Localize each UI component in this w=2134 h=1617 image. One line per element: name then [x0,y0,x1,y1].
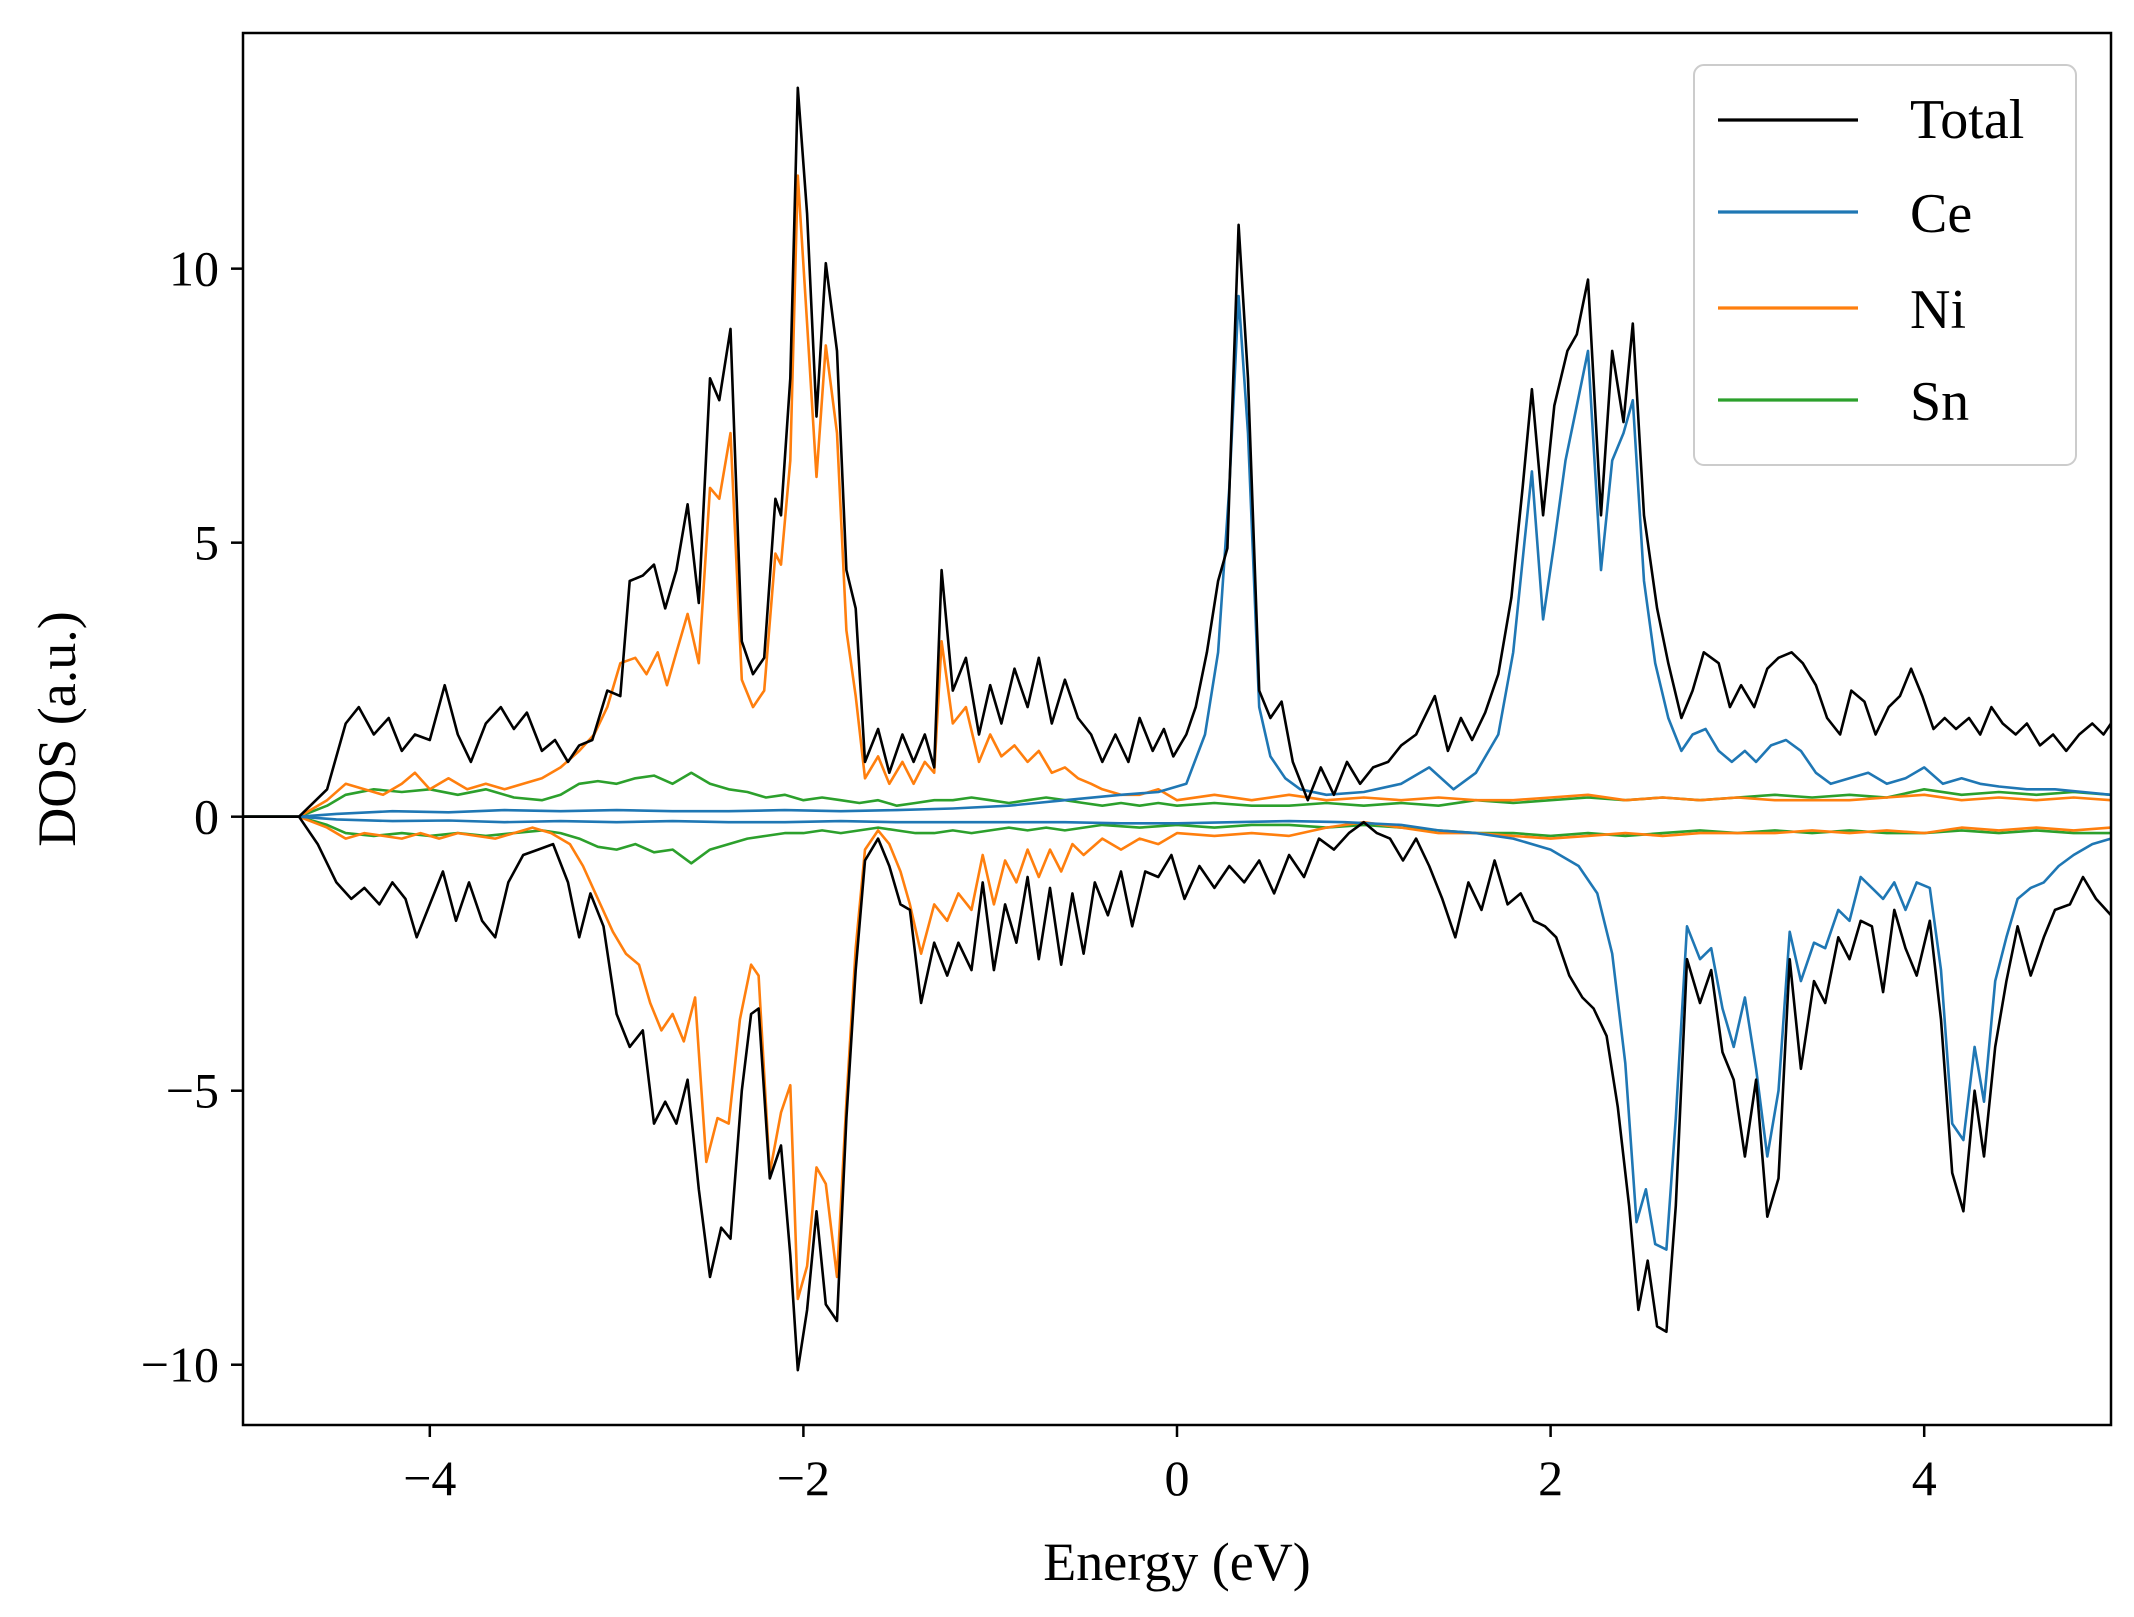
series-sn-spin-down-line [243,815,2111,865]
y-tick-label: −5 [166,1063,219,1119]
x-tick-label: −2 [777,1450,830,1506]
y-axis-ticks: −10 −5 0 5 10 [141,241,243,1393]
x-tick-label: 2 [1538,1450,1563,1506]
legend-box [1693,64,2077,466]
x-tick-label: 0 [1165,1450,1190,1506]
series-ni-spin-down-line [243,815,2112,1301]
legend-label-sn: Sn [1910,371,1969,433]
series-total-spin-up-line [243,86,2113,818]
legend-label-total: Total [1910,89,2024,151]
x-tick-label: −4 [403,1450,456,1506]
x-axis-label: Energy (eV) [1043,1532,1310,1592]
x-tick-label: 4 [1912,1450,1937,1506]
y-axis-label: DOS (a.u.) [27,611,87,846]
series-total-spin-down-line [243,815,2112,1372]
y-tick-label: 10 [169,241,219,297]
series-ce-spin-up-line [243,294,2112,818]
y-tick-label: 5 [194,515,219,571]
legend-label-ce: Ce [1910,183,1972,245]
legend: Total Ce Ni Sn [1693,64,2077,466]
x-axis-ticks: −4 −2 0 2 4 [403,1425,1937,1506]
legend-label-ni: Ni [1910,279,1966,341]
series-ce-spin-down-line [243,815,2112,1251]
plot-series-group [243,86,2113,1372]
y-tick-label: 0 [194,789,219,845]
y-tick-label: −10 [141,1337,219,1393]
